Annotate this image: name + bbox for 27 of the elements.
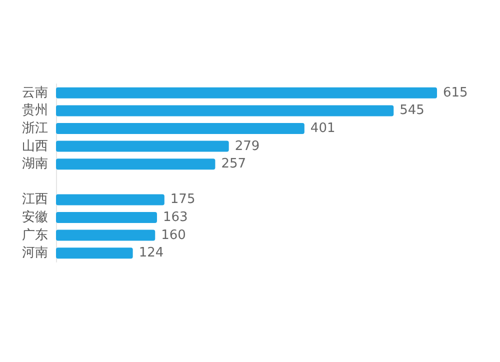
- data-label: 124: [138, 246, 164, 261]
- data-label: 175: [170, 192, 196, 208]
- bar: [56, 230, 156, 241]
- bar: [56, 212, 157, 223]
- y-tick-label: 广东: [22, 228, 48, 243]
- y-tick-label: 河南: [22, 246, 48, 261]
- data-label: 615: [443, 85, 468, 100]
- bar: [56, 194, 164, 206]
- y-tick-label: 浙江: [22, 121, 48, 136]
- y-tick-label: 安徽: [22, 209, 48, 225]
- y-tick-label: 山西: [22, 138, 48, 154]
- y-tick-label: 江西: [22, 192, 48, 208]
- bar: [56, 105, 394, 116]
- bar: [56, 123, 304, 134]
- data-label: 545: [400, 103, 424, 118]
- y-tick-label: 湖南: [22, 156, 48, 172]
- bar: [56, 158, 216, 170]
- data-label: 163: [162, 210, 188, 225]
- y-tick-label: 贵州: [22, 103, 48, 118]
- data-label: 279: [234, 138, 260, 154]
- data-label: 401: [310, 121, 336, 136]
- data-label: 160: [161, 228, 186, 243]
- data-label: 257: [221, 156, 246, 172]
- bar: [56, 140, 229, 152]
- y-tick-label: 云南: [22, 85, 48, 100]
- bar: [56, 248, 133, 259]
- bar: [56, 87, 437, 98]
